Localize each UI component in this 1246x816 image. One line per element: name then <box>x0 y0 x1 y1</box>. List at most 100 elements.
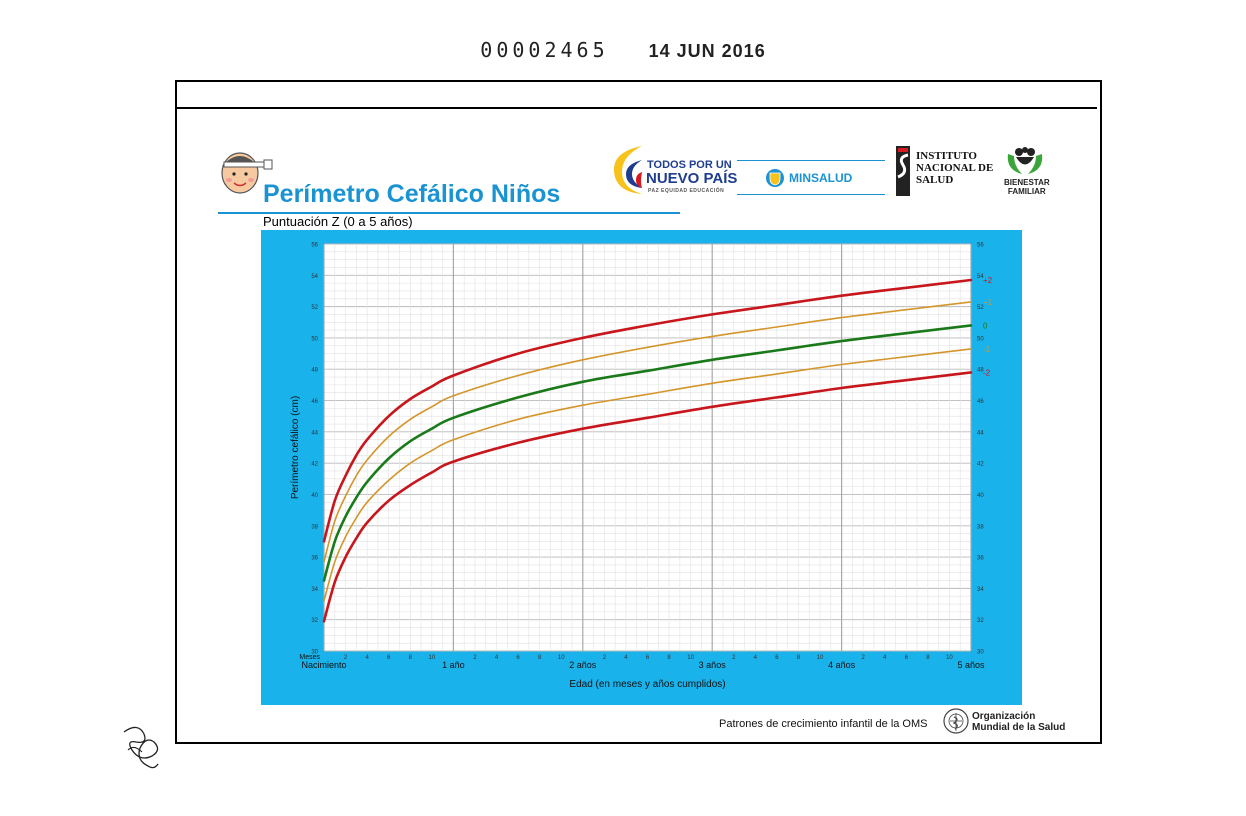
chart-panel: 30 30 32 32 34 34 36 36 38 38 40 40 42 42 44 44 46 46 48 48… <box>261 230 1022 705</box>
year-tick-label: 2 años <box>569 660 597 670</box>
y-axis-label: Perímetro cefálico (cm) <box>290 396 301 499</box>
y-tick-label: 44 <box>311 430 318 436</box>
document-stamp: 00002465 14 JUN 2016 <box>0 38 1246 62</box>
y-tick-label: 42 <box>311 462 318 468</box>
series-label: +2 <box>983 276 993 285</box>
series-line-plus1 <box>323 301 972 563</box>
minsalud-rule-top <box>737 160 885 161</box>
frame-divider <box>175 107 1097 109</box>
page-subtitle: Puntuación Z (0 a 5 años) <box>263 214 413 229</box>
chart-series <box>322 278 973 623</box>
y-tick-label-right: 54 <box>977 274 984 280</box>
stamp-date: 14 JUN 2016 <box>648 41 766 61</box>
minsalud-rule-bottom <box>737 194 885 195</box>
y-tick-label: 34 <box>311 587 318 593</box>
ins-logo-line3: SALUD <box>916 174 954 186</box>
month-tick-label: 6 <box>387 655 391 661</box>
series-line-minus1 <box>323 348 972 602</box>
y-tick-label-right: 36 <box>977 556 984 562</box>
month-tick-label: 4 <box>365 655 369 661</box>
month-tick-label: 8 <box>409 655 413 661</box>
minsalud-logo-text: MINSALUD <box>789 171 853 185</box>
month-tick-label: 2 <box>344 655 348 661</box>
document-frame <box>175 80 1102 744</box>
y-tick-label-right: 42 <box>977 462 984 468</box>
series-label: -2 <box>983 368 991 377</box>
y-axis-ticks: 30 30 32 32 34 34 36 36 38 38 40 40 42 42 44 44 46 46 48 48… <box>311 243 984 656</box>
series-line-0 <box>322 324 973 582</box>
y-tick-label: 56 <box>311 243 318 249</box>
year-tick-label: Nacimiento <box>301 660 346 670</box>
year-tick-label: 3 años <box>699 660 727 670</box>
stamp-number: 00002465 <box>480 38 609 62</box>
months-label: Meses <box>299 654 320 661</box>
year-tick-label: 1 año <box>442 660 465 670</box>
y-tick-label-right: 46 <box>977 399 984 405</box>
month-tick-label: 4 <box>754 655 758 661</box>
page-title: Perímetro Cefálico Niños <box>263 180 561 208</box>
y-tick-label-right: 32 <box>977 618 984 624</box>
y-tick-label: 48 <box>311 368 318 374</box>
series-label: -1 <box>983 345 991 354</box>
month-tick-label: 10 <box>558 655 565 661</box>
x-axis-ticks: 2 4 6 8 10 2 4 6 8 10 2 4 6 8 10 2 4 6 8 10 2 4 6 8 10 Nacimiento… <box>301 655 985 670</box>
bienestar-logo-text: BIENESTAR FAMILIAR <box>1004 178 1050 196</box>
ins-logo-mark <box>896 146 910 196</box>
y-tick-label: 50 <box>311 336 318 342</box>
todos-logo-line1: TODOS POR UN <box>647 159 732 171</box>
month-tick-label: 8 <box>797 655 801 661</box>
month-tick-label: 2 <box>603 655 607 661</box>
y-tick-label: 36 <box>311 556 318 562</box>
oms-logo-text: Organización Mundial de la Salud <box>972 711 1065 733</box>
month-tick-label: 8 <box>538 655 542 661</box>
bienestar-logo-line1: BIENESTAR <box>1004 178 1050 187</box>
month-tick-label: 10 <box>428 655 435 661</box>
y-tick-label: 52 <box>311 305 318 311</box>
month-tick-label: 4 <box>624 655 628 661</box>
y-tick-label: 54 <box>311 274 318 280</box>
month-tick-label: 6 <box>646 655 650 661</box>
year-tick-label: 5 años <box>957 660 985 670</box>
y-tick-label: 40 <box>311 493 318 499</box>
oms-logo-line2: Mundial de la Salud <box>972 722 1066 733</box>
y-tick-label-right: 48 <box>977 368 984 374</box>
y-tick-label-right: 30 <box>977 650 984 656</box>
month-tick-label: 6 <box>516 655 520 661</box>
handwritten-signature <box>123 726 159 769</box>
y-tick-label-right: 38 <box>977 524 984 530</box>
month-tick-label: 10 <box>687 655 694 661</box>
month-tick-label: 2 <box>732 655 736 661</box>
month-tick-label: 6 <box>905 655 909 661</box>
todos-logo-line3: PAZ EQUIDAD EDUCACIÓN <box>648 188 725 194</box>
todos-logo-line2: NUEVO PAÍS <box>646 170 738 187</box>
colombia-shield-icon <box>766 169 784 187</box>
oms-logo-line1: Organización <box>972 711 1036 722</box>
y-tick-label-right: 34 <box>977 587 984 593</box>
month-tick-label: 8 <box>926 655 930 661</box>
baby-head-icon <box>221 152 273 194</box>
month-tick-label: 4 <box>883 655 887 661</box>
ins-logo-line2: NACIONAL DE <box>916 162 994 174</box>
series-line-plus2 <box>322 278 973 543</box>
month-tick-label: 8 <box>667 655 671 661</box>
y-tick-label-right: 44 <box>977 430 984 436</box>
y-tick-label: 46 <box>311 399 318 405</box>
y-tick-label-right: 56 <box>977 243 984 249</box>
x-axis-label: Edad (en meses y años cumplidos) <box>569 679 725 690</box>
y-tick-label: 32 <box>311 618 318 624</box>
month-tick-label: 10 <box>817 655 824 661</box>
y-tick-label-right: 50 <box>977 336 984 342</box>
series-label: 0 <box>983 321 988 330</box>
y-tick-label-right: 52 <box>977 305 984 311</box>
ins-logo-text: INSTITUTO NACIONAL DE SALUD <box>916 150 993 186</box>
bienestar-logo-line2: FAMILIAR <box>1007 187 1046 196</box>
series-label: +1 <box>983 298 993 307</box>
footer-note: Patrones de crecimiento infantil de la O… <box>719 718 928 730</box>
todos-por-un-nuevo-pais-logo <box>613 146 642 194</box>
month-tick-label: 4 <box>495 655 499 661</box>
month-tick-label: 2 <box>861 655 865 661</box>
y-tick-label-right: 40 <box>977 493 984 499</box>
who-emblem-icon <box>943 708 969 734</box>
year-tick-label: 4 años <box>828 660 856 670</box>
